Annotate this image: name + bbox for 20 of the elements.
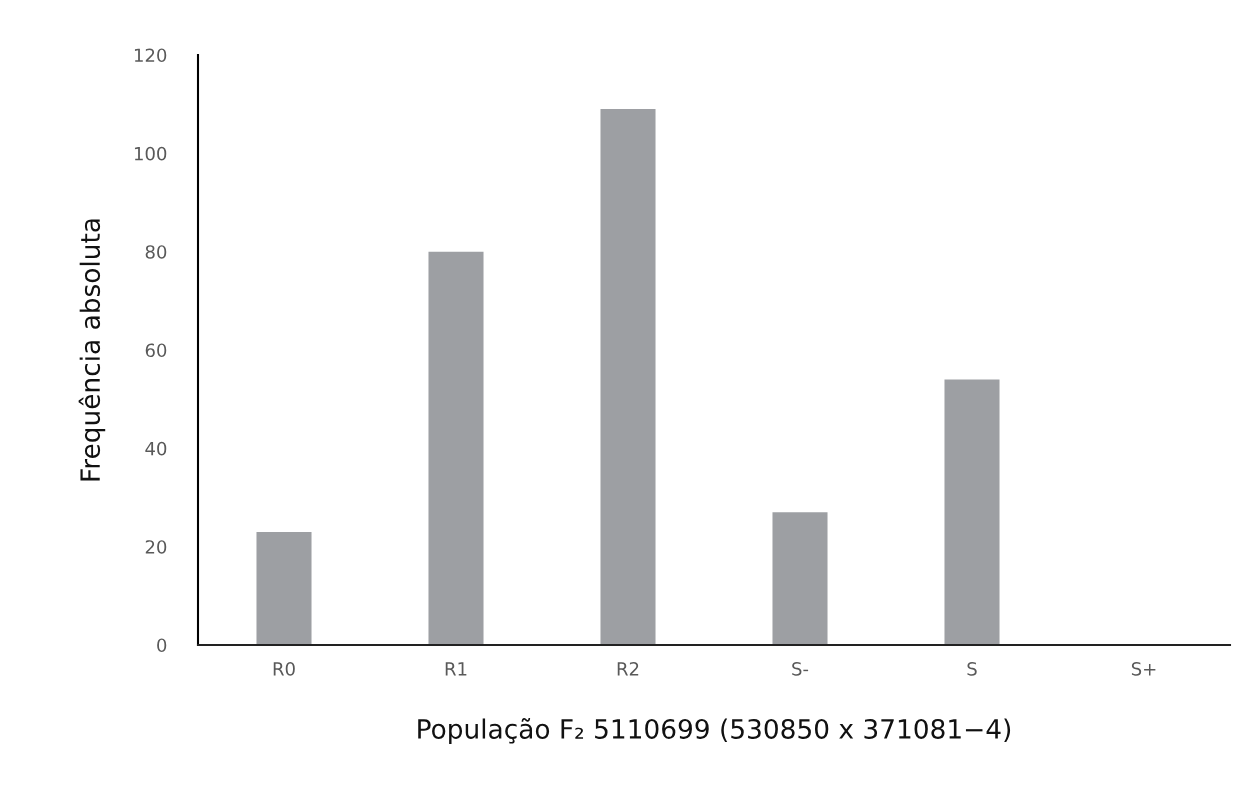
y-tick-label: 60 (145, 343, 167, 358)
x-tick-label: S- (792, 661, 809, 676)
x-tick-label: S+ (1131, 661, 1156, 676)
bar (772, 512, 828, 645)
y-tick-label: 40 (145, 441, 167, 456)
bar (428, 251, 484, 645)
x-tick-label: R0 (273, 661, 295, 676)
bar (600, 109, 656, 645)
x-tick-label: R1 (445, 662, 467, 676)
bar (944, 379, 1000, 645)
y-tick-label: 0 (157, 638, 167, 653)
y-axis-title: Frequência absoluta (78, 219, 106, 481)
x-tick-label: R2 (617, 661, 639, 676)
y-tick-label: 120 (134, 48, 167, 63)
y-tick-label: 100 (134, 146, 167, 161)
x-axis-title: População F₂ 5110699 (530850 x 371081−4) (418, 718, 1011, 745)
x-tick-label: S (967, 661, 977, 676)
y-tick-label: 80 (145, 245, 167, 259)
y-tick-label: 20 (145, 540, 167, 554)
bar (256, 531, 312, 645)
